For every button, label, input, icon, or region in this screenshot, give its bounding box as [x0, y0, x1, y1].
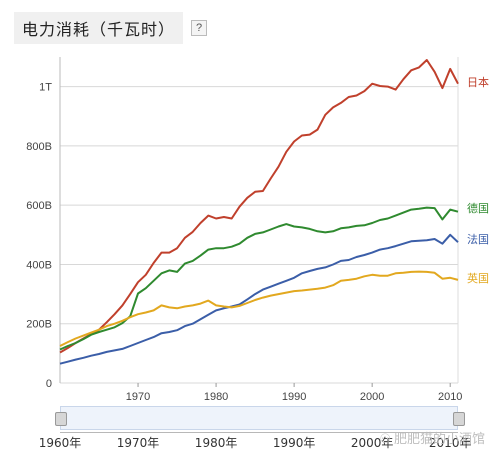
- watermark-text: 肥肥猫的小酒馆: [393, 432, 485, 447]
- y-tick-label: 400B: [26, 259, 52, 271]
- series-label: 德国: [467, 201, 489, 215]
- slider-track[interactable]: [60, 406, 458, 430]
- y-tick-label: 200B: [26, 319, 52, 331]
- chart-header: 电力消耗（千瓦时） ?: [14, 12, 208, 44]
- y-tick-label: 1T: [39, 82, 52, 94]
- series-label: 英国: [467, 271, 489, 285]
- slider-year-label: 2010年: [428, 436, 472, 450]
- x-tick-label: 1980: [204, 391, 228, 403]
- help-button[interactable]: ?: [191, 20, 208, 36]
- slider-ticks: [60, 432, 458, 439]
- plot-area: [60, 57, 458, 383]
- slider-handle-left[interactable]: [55, 412, 67, 426]
- slider-year-label: 1970年: [116, 436, 160, 450]
- y-tick-label: 800B: [26, 141, 52, 153]
- wechat-icon: ⚇: [379, 432, 391, 447]
- slider-year-label: 1960年: [38, 436, 82, 450]
- y-tick-label: 600B: [26, 200, 52, 212]
- chart-title: 电力消耗（千瓦时）: [14, 12, 184, 44]
- slider-year-label: 1990年: [272, 436, 316, 450]
- series-line-0: [59, 59, 459, 354]
- series-line-2: [59, 233, 459, 365]
- x-tick-label: 1990: [282, 391, 306, 403]
- x-tick-label: 2000: [360, 391, 384, 403]
- x-tick-label: 2010: [438, 391, 462, 403]
- slider-year-label: 2000年: [350, 436, 394, 450]
- y-tick-label: 0: [46, 378, 52, 390]
- line-chart: 0 200B 400B 600B 800B 1T 1970 1980 1990 2000 2010 日…: [26, 57, 489, 403]
- x-tick-label: 1970: [126, 391, 150, 403]
- series-line-3: [59, 270, 459, 347]
- series-label: 法国: [467, 232, 489, 246]
- slider-year-label: 1980年: [194, 436, 238, 450]
- series-label: 日本: [467, 75, 489, 89]
- slider-handle-right[interactable]: [453, 412, 465, 426]
- time-range-slider[interactable]: 1960年 1970年 1980年 1990年 2000年 2010年: [39, 404, 471, 456]
- watermark: ⚇ 肥肥猫的小酒馆: [379, 428, 485, 447]
